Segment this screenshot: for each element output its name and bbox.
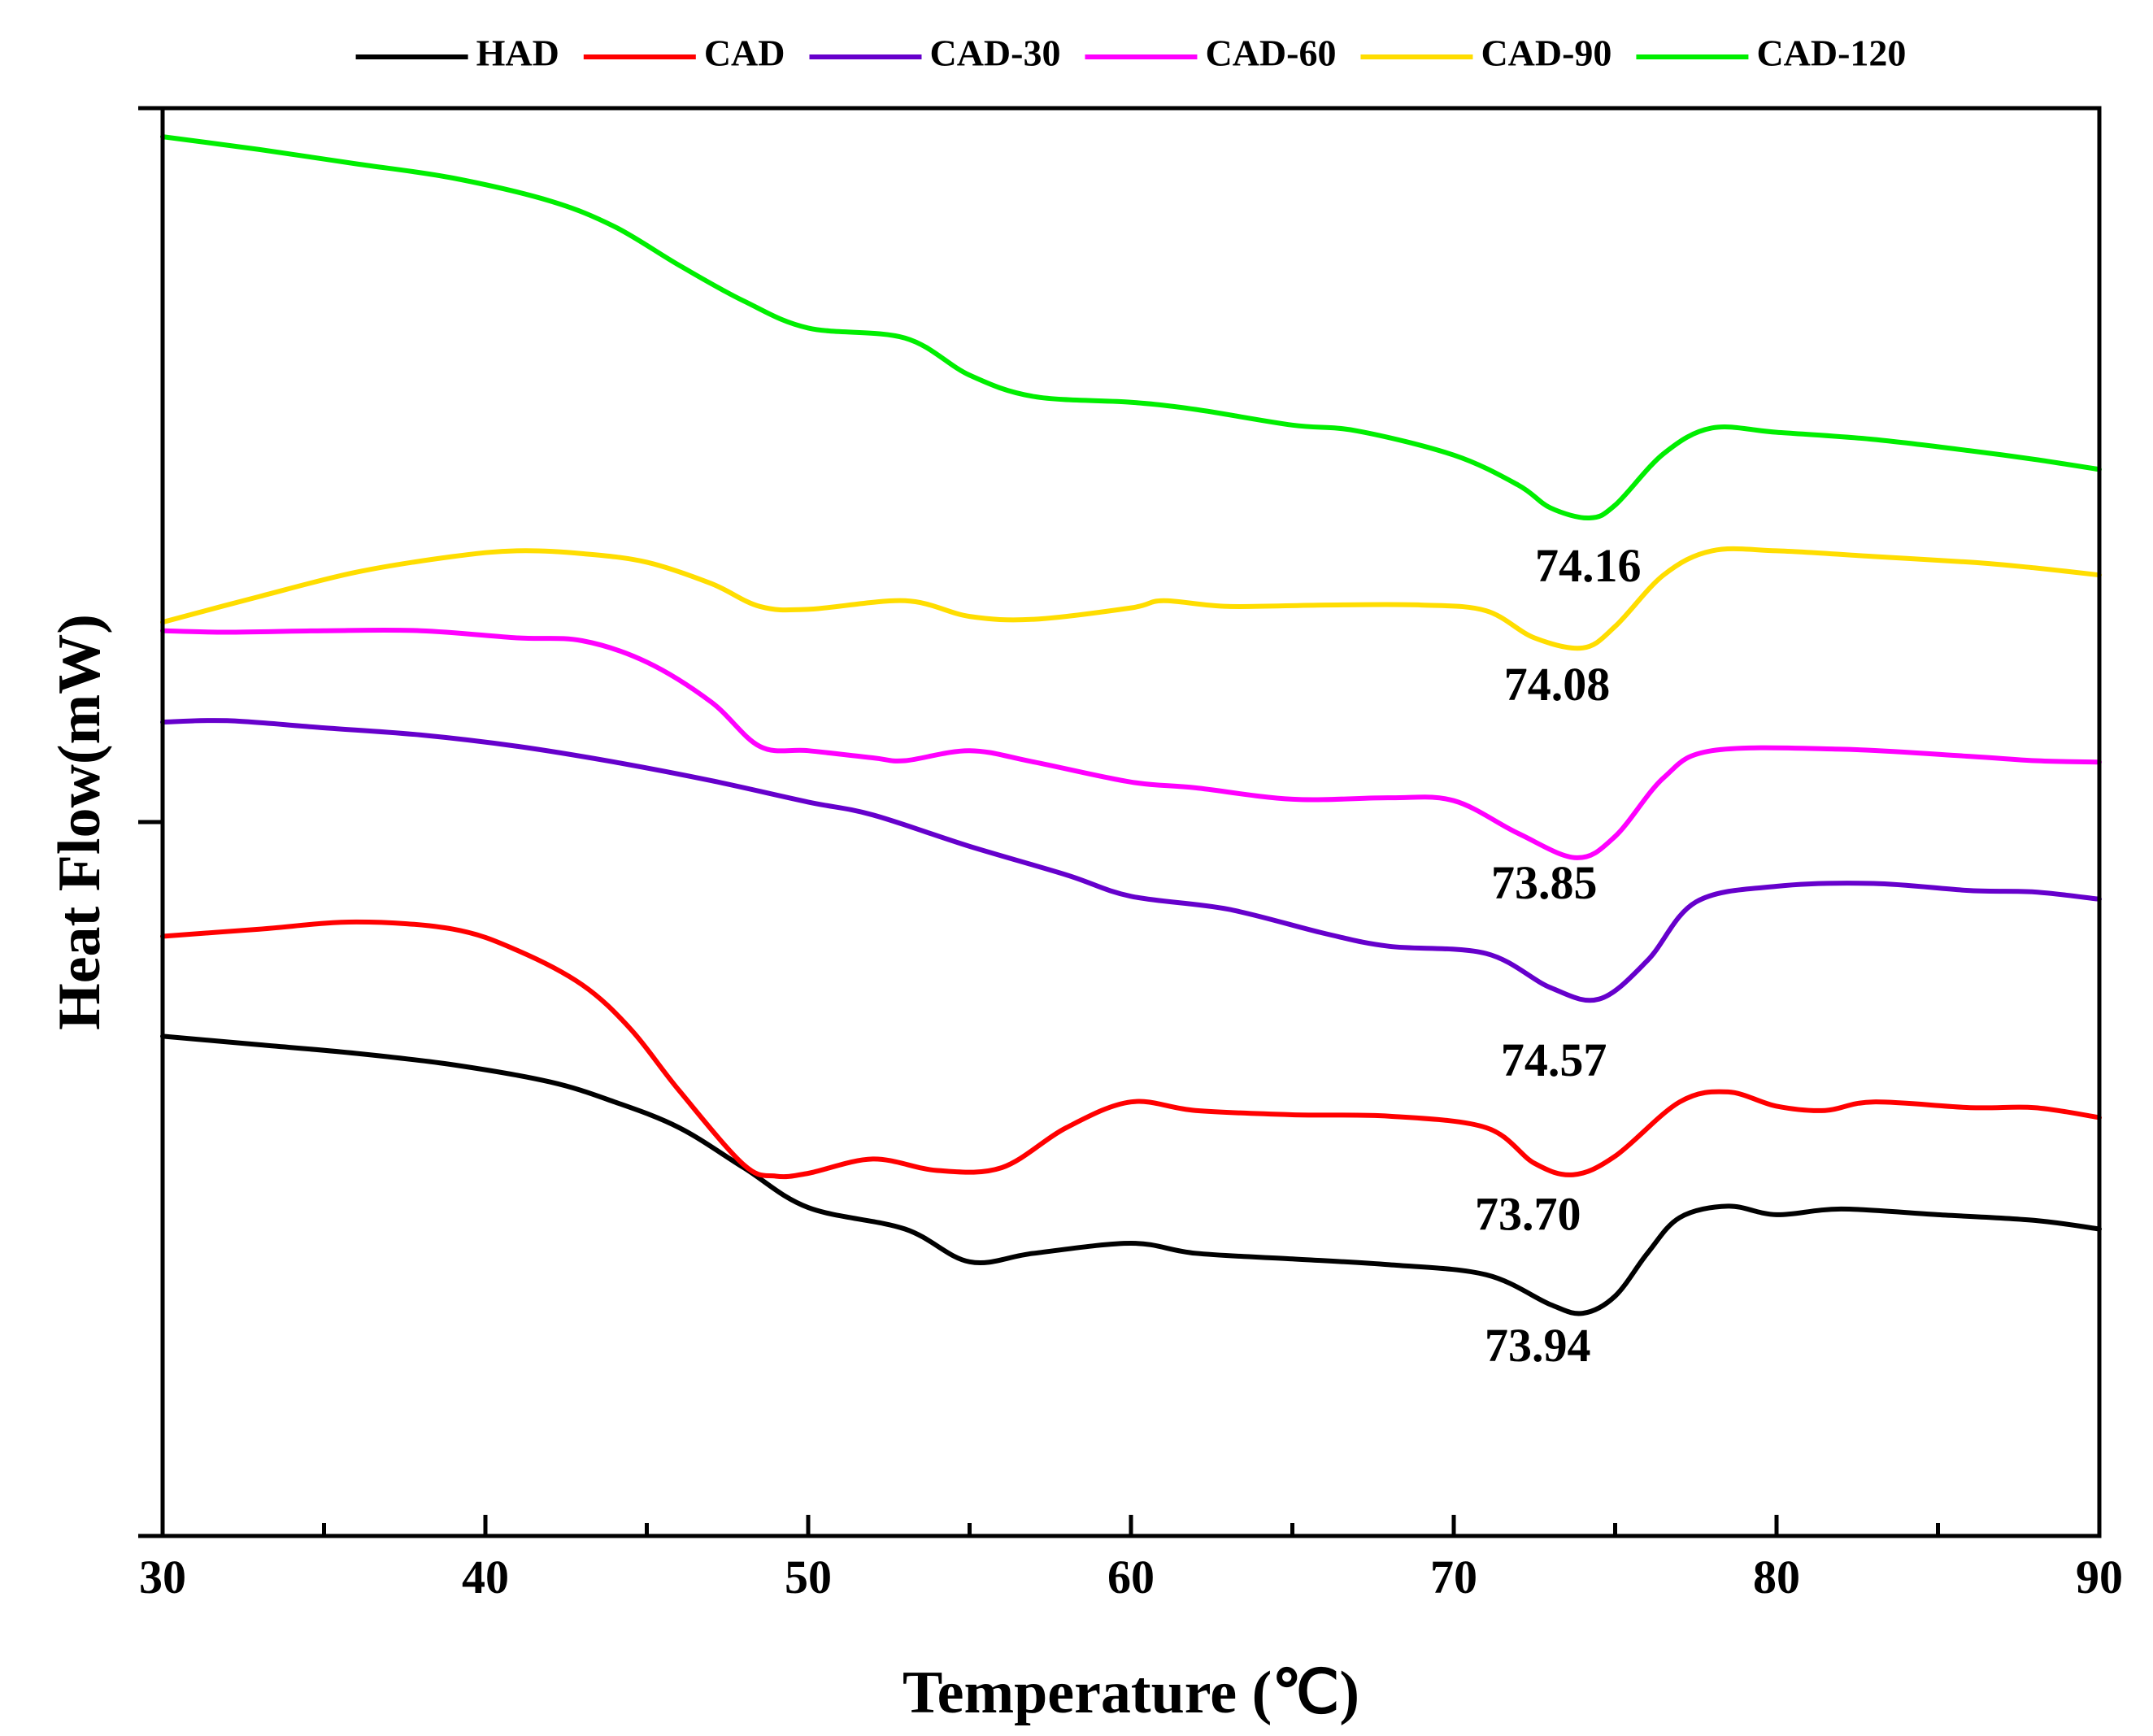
x-tick-label: 60 [1107,1551,1155,1603]
x-tick-label: 30 [139,1551,186,1603]
x-tick-label: 50 [785,1551,832,1603]
x-axis: 30 40 50 60 70 80 90 [139,1515,2123,1603]
x-tick-label: 80 [1753,1551,1800,1603]
x-tick-label: 70 [1430,1551,1477,1603]
legend-label-cad-90: CAD-90 [1481,33,1611,74]
y-axis-title: Heat Flow(mW) [46,614,113,1030]
series-line-cad-120 [160,134,2102,521]
legend-label-cad-30: CAD-30 [929,33,1060,74]
series-line-cad-30 [160,718,2102,1003]
series-line-cad [160,919,2102,1180]
legend-label-cad-120: CAD-120 [1756,33,1906,74]
x-axis-title: Temperature (℃) [903,1660,1359,1726]
series-line-had [160,1033,2102,1316]
legend: HAD CAD CAD-30 CAD-60 CAD-90 CAD-120 [355,33,1906,74]
series-line-cad-60 [160,627,2102,860]
x-tick-label: 40 [462,1551,509,1603]
peak-label-4: 73.70 [1475,1188,1581,1241]
legend-label-had: HAD [476,33,559,74]
x-tick-label: 90 [2076,1551,2123,1603]
peak-label-0: 74.16 [1535,539,1642,592]
peak-label-1: 74.08 [1504,658,1611,711]
peak-label-2: 73.85 [1491,856,1598,909]
series-line-cad-90 [160,546,2102,651]
y-axis [138,106,163,1538]
series-layer [160,134,2102,1316]
legend-label-cad: CAD [704,33,785,74]
legend-label-cad-60: CAD-60 [1205,33,1336,74]
plot-area: 74.16 74.08 73.85 74.57 73.70 73.94 [160,134,2102,1372]
annotation-layer: 74.16 74.08 73.85 74.57 73.70 73.94 [1475,539,1641,1372]
peak-label-3: 74.57 [1501,1033,1607,1086]
plot-frame [160,106,2102,1538]
peak-label-5: 73.94 [1485,1319,1591,1372]
